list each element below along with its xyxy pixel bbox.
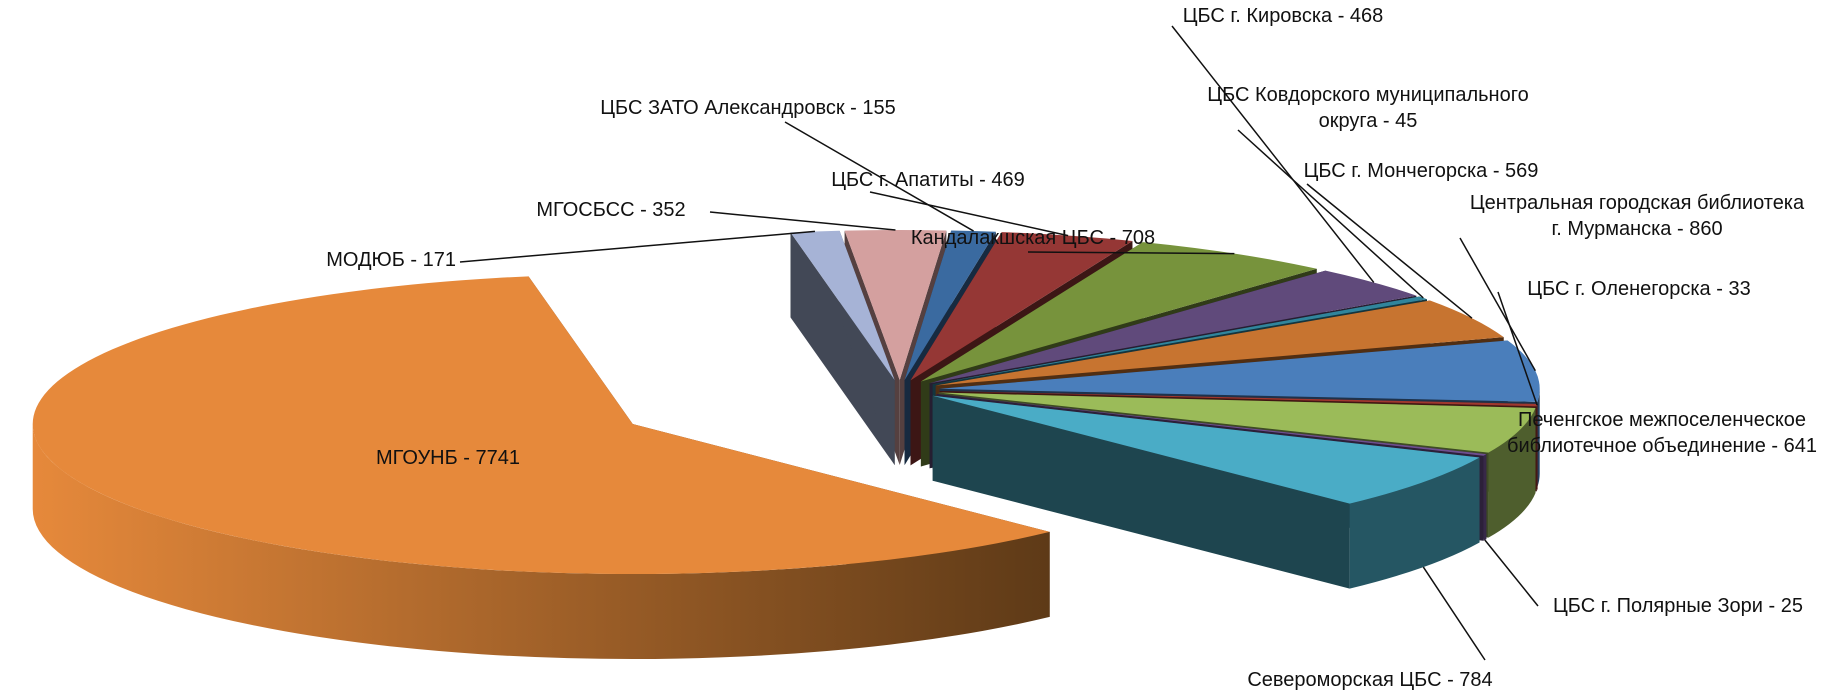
slice <box>920 242 1317 382</box>
slice <box>910 232 1133 381</box>
leader-line <box>784 121 974 232</box>
leader-line <box>1422 566 1486 661</box>
slice-wall <box>32 424 1050 660</box>
data-label: ЦБС г. Апатиты - 469 <box>831 169 1025 191</box>
slice-face <box>932 395 1350 589</box>
leader-line <box>459 230 816 263</box>
slice <box>939 390 1538 407</box>
data-label: МГОУНБ - 7741 <box>375 447 521 469</box>
leader-line <box>1171 25 1375 283</box>
slice <box>904 230 996 381</box>
data-label: Центральная городская библиотека г. Мурм… <box>1469 192 1805 240</box>
leader-line <box>709 211 896 231</box>
data-label: ЦБС Ковдорского муниципального округа - … <box>1207 84 1529 132</box>
slice <box>790 230 895 381</box>
slice-wall <box>1349 457 1480 589</box>
slice <box>935 300 1504 386</box>
leader-line <box>1237 129 1424 299</box>
slice <box>932 395 1480 504</box>
leader-line <box>1484 539 1539 607</box>
slice <box>936 394 1487 456</box>
slice-wall <box>1488 407 1536 538</box>
slice <box>929 270 1417 384</box>
data-label: МОДЮБ - 171 <box>326 249 456 271</box>
data-label: ЦБС г. Мончегорска - 569 <box>1303 160 1539 182</box>
data-label: ЦБС г. Оленегорска - 33 <box>1527 278 1751 300</box>
slice <box>938 392 1536 453</box>
data-label: ЦБС г. Полярные Зори - 25 <box>1553 595 1803 617</box>
leader-line <box>1497 291 1538 406</box>
leader-line <box>1027 251 1235 255</box>
slice <box>32 276 1050 575</box>
slice <box>844 230 947 381</box>
data-label: Кандалакшская ЦБС - 708 <box>910 227 1156 249</box>
slice-wall <box>1536 403 1538 492</box>
slice <box>939 340 1540 402</box>
data-label: ЦБС ЗАТО Александровск - 155 <box>600 97 896 119</box>
data-label: ЦБС г. Кировска - 468 <box>1182 5 1384 27</box>
leader-line <box>1306 183 1473 319</box>
leader-line <box>1459 237 1537 372</box>
data-label: МГОСБСС - 352 <box>536 199 686 221</box>
data-label: Печенгское межпоселенческое библиотечное… <box>1507 409 1817 457</box>
slice-wall <box>1483 454 1487 541</box>
slice <box>932 296 1428 385</box>
data-label: Североморская ЦБС - 784 <box>1247 669 1493 691</box>
slice-wall <box>1537 388 1540 487</box>
leader-line <box>869 191 1069 237</box>
slice-face <box>790 232 895 466</box>
